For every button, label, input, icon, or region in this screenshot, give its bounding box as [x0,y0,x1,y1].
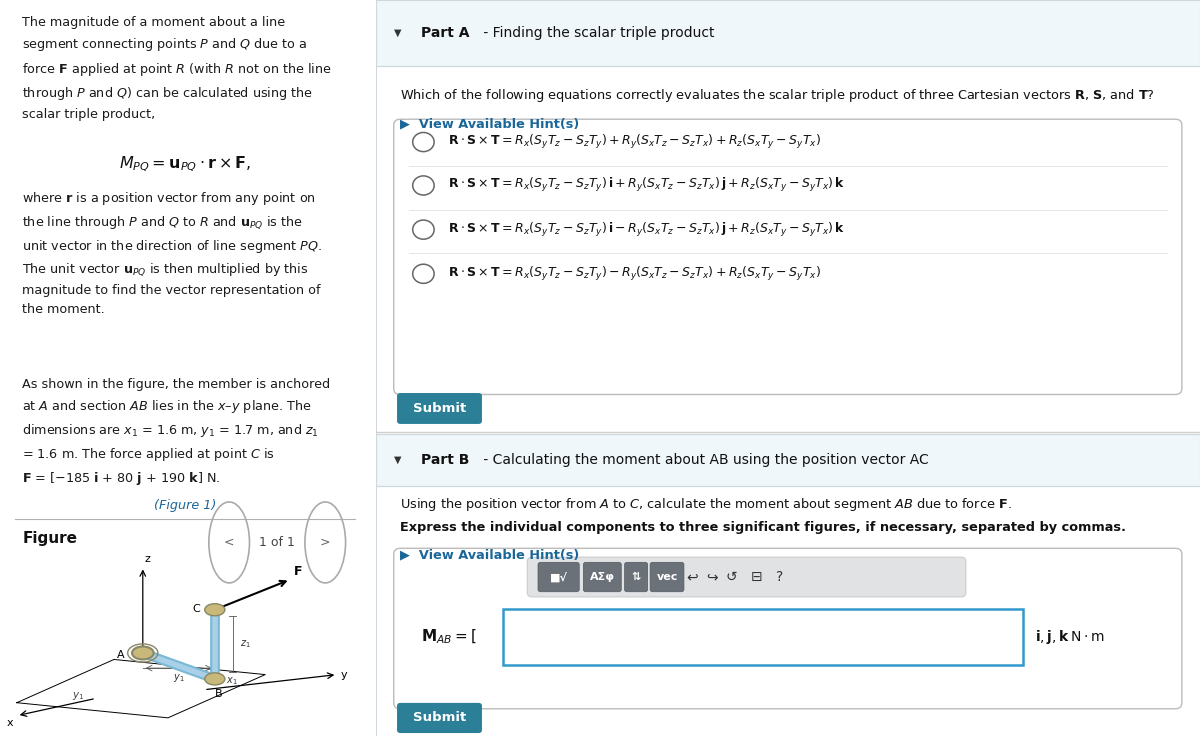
Text: Submit: Submit [413,712,466,724]
Text: Express the individual components to three significant figures, if necessary, se: Express the individual components to thr… [401,521,1127,534]
FancyBboxPatch shape [376,434,1200,486]
Text: $y_1$: $y_1$ [173,673,185,684]
FancyBboxPatch shape [376,0,1200,66]
Text: As shown in the figure, the member is anchored
at $A$ and section $AB$ lies in t: As shown in the figure, the member is an… [22,378,330,487]
Text: $z_1$: $z_1$ [240,638,251,650]
Text: $\mathbf{R} \cdot \mathbf{S} \times \mathbf{T} = R_x(S_yT_z - S_zT_y)\,\mathbf{i: $\mathbf{R} \cdot \mathbf{S} \times \mat… [448,177,845,194]
Text: $\mathbf{R} \cdot \mathbf{S} \times \mathbf{T} = R_x(S_yT_z - S_zT_y)\,\mathbf{i: $\mathbf{R} \cdot \mathbf{S} \times \mat… [448,221,845,238]
FancyBboxPatch shape [624,562,648,592]
Text: ▼: ▼ [394,455,401,465]
Text: y: y [341,670,348,679]
Text: Which of the following equations correctly evaluates the scalar triple product o: Which of the following equations correct… [401,87,1156,104]
Text: (Figure 1): (Figure 1) [154,499,216,512]
Text: <: < [224,536,234,549]
Text: $x_1$: $x_1$ [226,675,238,687]
Text: - Calculating the moment about AB using the position vector AC: - Calculating the moment about AB using … [479,453,929,467]
Text: 1 of 1: 1 of 1 [259,536,295,549]
Text: AΣφ: AΣφ [590,572,614,582]
Text: $\mathbf{R} \cdot \mathbf{S} \times \mathbf{T} = R_x(S_yT_z - S_zT_y) - R_y(S_xT: $\mathbf{R} \cdot \mathbf{S} \times \mat… [448,265,821,283]
Text: $\mathbf{i},\mathbf{j},\mathbf{k}\,\mathrm{N}\cdot\mathrm{m}$: $\mathbf{i},\mathbf{j},\mathbf{k}\,\math… [1036,628,1105,645]
Text: Part B: Part B [421,453,469,467]
Text: z: z [145,554,150,565]
Text: where $\mathbf{r}$ is a position vector from any point on
the line through $P$ a: where $\mathbf{r}$ is a position vector … [22,190,322,316]
FancyBboxPatch shape [397,393,482,424]
Text: Figure: Figure [22,531,77,546]
Text: Using the position vector from $A$ to $C$, calculate the moment about segment $A: Using the position vector from $A$ to $C… [401,496,1012,513]
FancyBboxPatch shape [650,562,684,592]
Text: $\mathbf{M}_{AB} =$[: $\mathbf{M}_{AB} =$[ [421,627,476,646]
Circle shape [132,646,154,659]
Text: ■√: ■√ [550,572,568,582]
Text: ?: ? [776,570,784,584]
FancyBboxPatch shape [527,557,966,597]
Circle shape [205,673,224,685]
Text: ⇅: ⇅ [631,572,641,582]
FancyBboxPatch shape [397,703,482,733]
FancyBboxPatch shape [583,562,622,592]
Text: Part A: Part A [421,26,469,40]
Text: $\mathbf{R} \cdot \mathbf{S} \times \mathbf{T} = R_x(S_yT_z - S_zT_y) + R_y(S_xT: $\mathbf{R} \cdot \mathbf{S} \times \mat… [448,133,821,151]
Text: $M_{PQ} = \mathbf{u}_{PQ} \cdot \mathbf{r} \times \mathbf{F},$: $M_{PQ} = \mathbf{u}_{PQ} \cdot \mathbf{… [119,155,251,174]
Text: ▼: ▼ [394,28,401,38]
Text: A: A [118,650,125,660]
Text: ↪: ↪ [706,570,718,584]
Text: $y_1$: $y_1$ [72,690,84,702]
FancyBboxPatch shape [503,609,1022,665]
Text: ↩: ↩ [686,570,698,584]
Text: >: > [320,536,330,549]
Text: F: F [294,565,302,578]
Text: B: B [215,689,222,698]
Text: x: x [6,718,13,728]
Text: vec: vec [656,572,678,582]
FancyBboxPatch shape [538,562,580,592]
FancyBboxPatch shape [394,548,1182,709]
FancyBboxPatch shape [394,119,1182,394]
Text: ▶  View Available Hint(s): ▶ View Available Hint(s) [401,548,580,562]
Circle shape [205,604,224,616]
Text: - Finding the scalar triple product: - Finding the scalar triple product [479,26,714,40]
Text: The magnitude of a moment about a line
segment connecting points $P$ and $Q$ due: The magnitude of a moment about a line s… [22,16,332,121]
Text: ▶  View Available Hint(s): ▶ View Available Hint(s) [401,118,580,131]
Text: C: C [193,604,200,614]
Text: ⊟: ⊟ [751,570,762,584]
Text: ↺: ↺ [726,570,738,584]
Text: Submit: Submit [413,402,466,415]
